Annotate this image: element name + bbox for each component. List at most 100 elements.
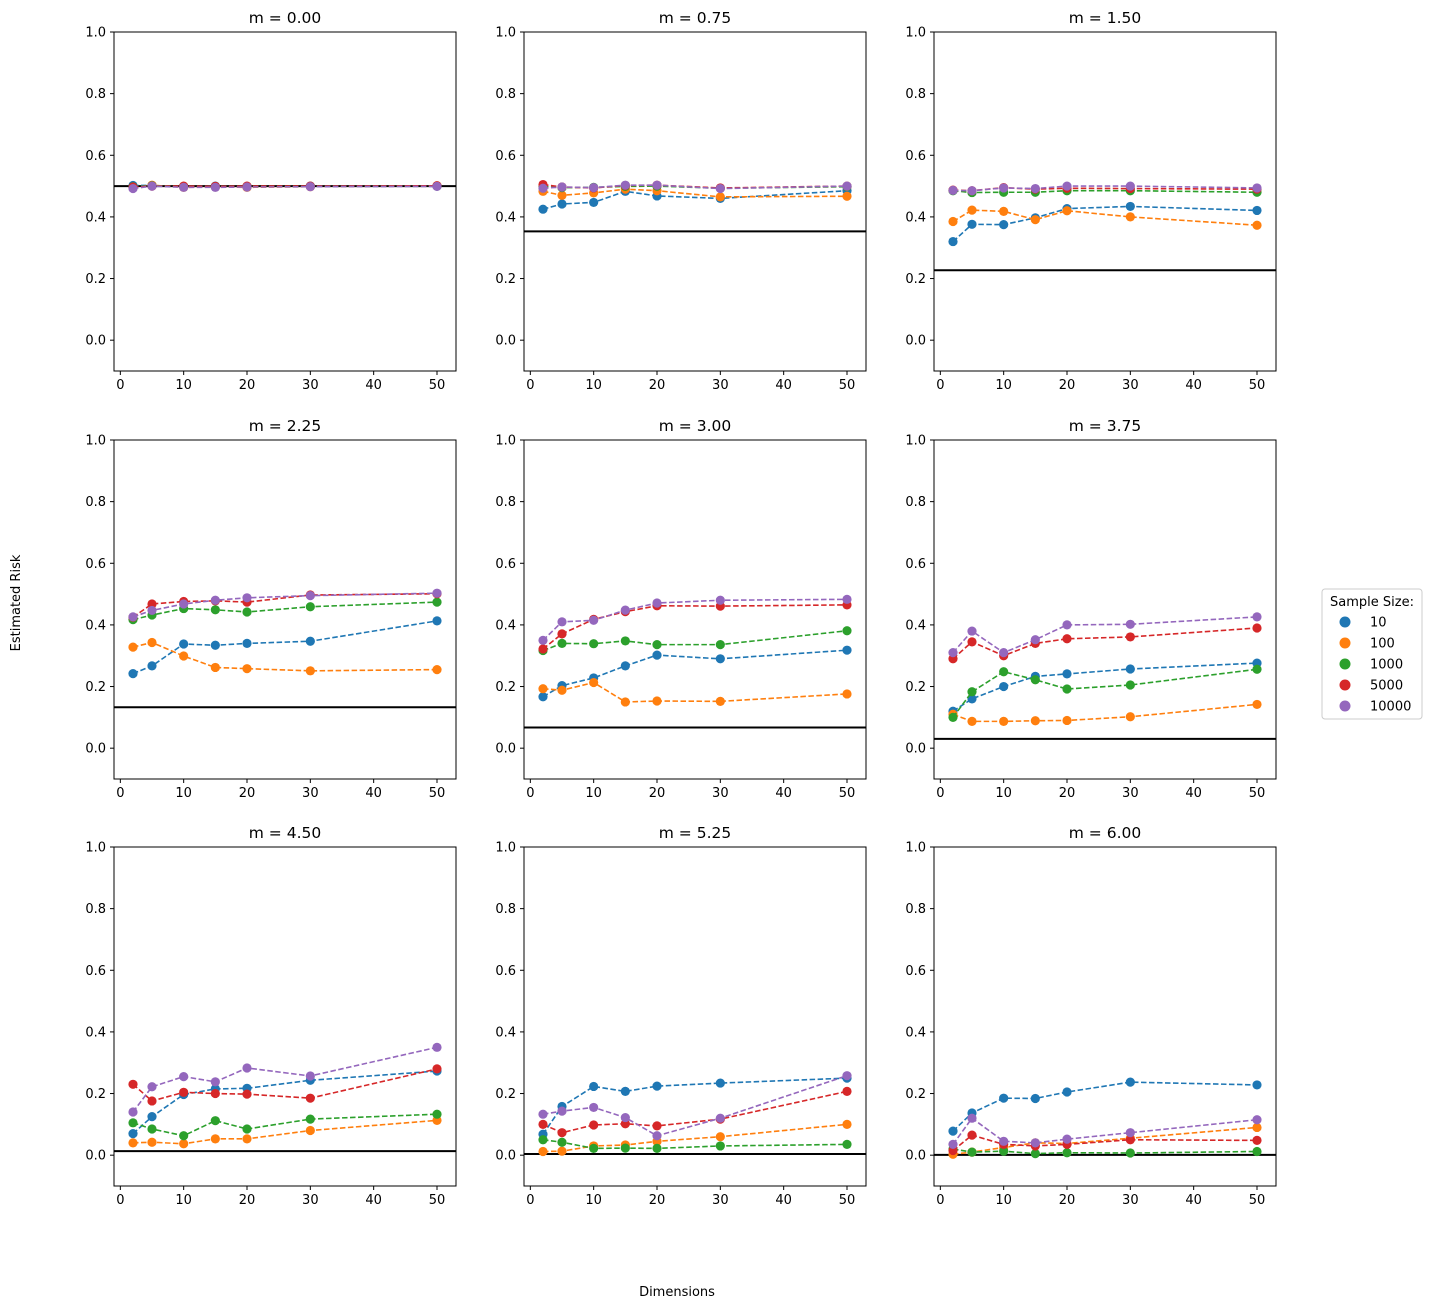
data-point-1000 [652, 1143, 662, 1154]
data-point-10 [1125, 1077, 1135, 1087]
legend-marker-10000 [1339, 700, 1351, 712]
data-point-1000 [1125, 1148, 1135, 1158]
series-line-1000 [542, 629, 848, 652]
data-point-100 [948, 216, 958, 227]
y-tick-label: 0.2 [495, 272, 516, 287]
subplot-8: m = 5.25 0.0 0.2 0.4 0.6 0.8 1.0 0 10 20 30 40 50 [495, 824, 867, 1208]
subplot-title: m = 0.75 [659, 9, 731, 27]
y-tick-label: 0.2 [495, 1087, 516, 1102]
data-point-10000 [128, 612, 138, 622]
y-tick-label: 0.8 [85, 87, 106, 102]
data-point-10000 [948, 185, 958, 196]
series-line-10000 [132, 592, 438, 618]
data-point-5000 [147, 1096, 157, 1106]
x-tick-label: 30 [1122, 1193, 1139, 1208]
x-tick-label: 0 [936, 1193, 944, 1208]
y-tick-label: 0.0 [495, 742, 516, 757]
data-point-10 [305, 636, 315, 646]
data-point-10 [652, 650, 662, 660]
data-point-10000 [179, 1071, 189, 1082]
axes-frame [933, 846, 1277, 1187]
y-tick-label: 0.4 [85, 1025, 106, 1040]
x-tick-label: 40 [775, 786, 792, 801]
data-point-10000 [305, 1071, 315, 1081]
legend-items: 10 100 1000 5000 10000 [1339, 616, 1411, 715]
x-tick-label: 30 [302, 378, 319, 393]
y-tick-label: 0.4 [495, 210, 516, 225]
data-point-1000 [1062, 1148, 1072, 1158]
x-tick-label: 50 [1249, 378, 1266, 393]
subplot-7: m = 4.50 0.0 0.2 0.4 0.6 0.8 1.0 0 10 20 30 40 50 [85, 824, 457, 1208]
data-point-10000 [620, 180, 630, 190]
subplot-title: m = 3.75 [1069, 417, 1141, 435]
data-point-100 [999, 206, 1009, 216]
data-point-10000 [1030, 1138, 1040, 1148]
data-point-10000 [1030, 183, 1040, 194]
data-point-1000 [842, 626, 852, 636]
data-point-10000 [242, 593, 252, 603]
x-tick-label: 10 [995, 378, 1012, 393]
series-line-10000 [952, 616, 1258, 654]
axes-frame [113, 439, 457, 780]
data-point-100 [147, 1137, 157, 1147]
x-tick-label: 10 [585, 786, 602, 801]
data-point-5000 [589, 1120, 599, 1130]
data-point-5000 [305, 1093, 315, 1103]
x-tick-label: 40 [775, 1193, 792, 1208]
y-tick-label: 1.0 [905, 26, 926, 41]
x-tick-label: 50 [429, 786, 446, 801]
data-point-1000 [557, 638, 567, 649]
data-point-5000 [967, 1130, 977, 1140]
x-tick-label: 50 [1249, 1193, 1266, 1208]
data-point-100 [557, 190, 567, 200]
data-point-100 [620, 697, 630, 707]
data-point-10000 [147, 605, 157, 616]
data-point-5000 [538, 1119, 548, 1129]
y-tick-label: 0.8 [905, 87, 926, 102]
subplot-title: m = 3.00 [659, 417, 731, 435]
data-point-10000 [128, 183, 138, 194]
x-tick-label: 50 [839, 786, 856, 801]
data-point-10000 [538, 1109, 548, 1119]
data-point-100 [538, 684, 548, 694]
y-tick-label: 0.6 [85, 149, 106, 164]
data-point-10 [1062, 1087, 1072, 1097]
data-point-1000 [652, 640, 662, 650]
data-point-10000 [210, 1077, 220, 1087]
data-point-1000 [147, 1124, 157, 1134]
legend-label-100: 100 [1370, 637, 1395, 652]
x-tick-label: 20 [649, 1193, 666, 1208]
data-point-5000 [967, 637, 977, 647]
subplot-1: m = 0.00 0.0 0.2 0.4 0.6 0.8 1.0 0 10 20 30 40 50 [85, 9, 457, 393]
data-point-100 [967, 716, 977, 726]
data-point-5000 [1252, 1135, 1262, 1145]
data-point-100 [305, 1125, 315, 1136]
y-tick-label: 0.6 [495, 149, 516, 164]
x-tick-label: 10 [995, 1193, 1012, 1208]
y-tick-label: 0.2 [85, 1087, 106, 1102]
y-tick-label: 0.6 [905, 149, 926, 164]
series-line-100 [132, 1119, 438, 1145]
data-point-10000 [999, 1136, 1009, 1146]
x-tick-label: 10 [585, 1193, 602, 1208]
data-point-100 [1252, 220, 1262, 230]
x-tick-label: 50 [429, 378, 446, 393]
subplot-9: m = 6.00 0.0 0.2 0.4 0.6 0.8 1.0 0 10 20 30 40 50 [905, 824, 1277, 1208]
data-point-10000 [948, 648, 958, 658]
subplot-4: m = 2.25 0.0 0.2 0.4 0.6 0.8 1.0 0 10 20 30 40 50 [85, 417, 457, 801]
y-tick-label: 0.0 [85, 334, 106, 349]
y-tick-label: 1.0 [905, 841, 926, 856]
data-point-100 [842, 191, 852, 201]
data-point-100 [1125, 712, 1135, 722]
data-point-1000 [589, 639, 599, 649]
data-point-10 [967, 219, 977, 229]
legend-label-10: 10 [1370, 616, 1387, 631]
x-tick-label: 0 [526, 1193, 534, 1208]
data-point-100 [1252, 1122, 1262, 1133]
data-point-1000 [967, 687, 977, 697]
series-line-5000 [542, 604, 848, 650]
data-point-100 [1062, 715, 1072, 726]
data-point-10000 [305, 182, 315, 192]
x-tick-label: 0 [936, 378, 944, 393]
